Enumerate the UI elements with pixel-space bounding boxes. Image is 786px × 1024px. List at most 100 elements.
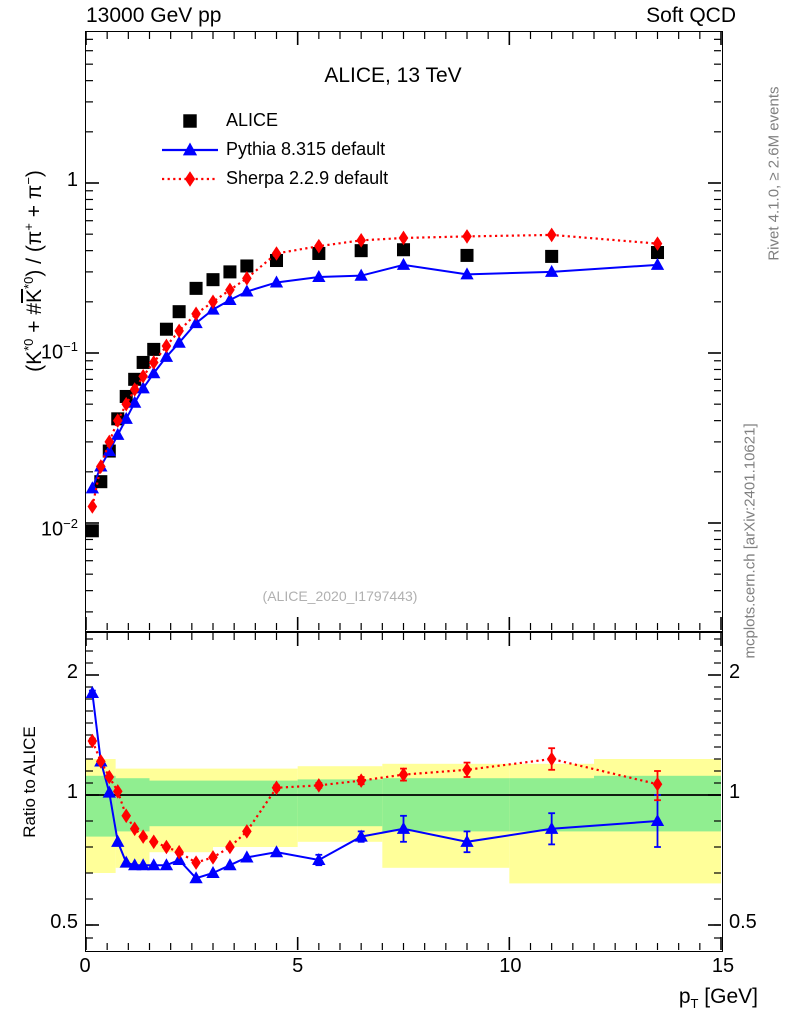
- triangle-marker: [650, 257, 665, 270]
- diamond-marker: [129, 382, 140, 397]
- series-line: [91, 233, 658, 507]
- triangle-marker: [119, 411, 133, 424]
- diamond-marker: [271, 780, 282, 796]
- diamond-marker: [225, 839, 235, 855]
- square-marker: [460, 248, 474, 262]
- square-marker: [240, 259, 254, 273]
- square-marker: [159, 322, 173, 336]
- diamond-marker: [96, 754, 106, 769]
- triangle-marker: [85, 481, 99, 494]
- diamond-marker: [242, 824, 252, 839]
- x-tick-label-0: 0: [79, 955, 91, 977]
- xlabel-pt: p: [678, 985, 691, 1008]
- ratio-series-2: [87, 733, 663, 870]
- ratio-series-1: [85, 686, 665, 884]
- rivet-version-label: Rivet 4.1.0, ≥ 2.6M events: [765, 86, 783, 261]
- diamond-marker: [121, 808, 132, 824]
- band-inner: [213, 780, 298, 827]
- triangle-marker: [460, 267, 474, 280]
- triangle-marker: [159, 349, 174, 362]
- ratio-axis-ticks: [85, 633, 722, 950]
- main-series-0: [85, 243, 665, 538]
- diamond-marker: [138, 829, 148, 844]
- triangle-marker: [172, 335, 186, 348]
- ratio-y-tick-label-right-0: 2: [729, 661, 741, 683]
- diamond-marker: [652, 776, 663, 792]
- triangle-marker: [102, 444, 116, 457]
- header-analysis-label: Soft QCD: [646, 4, 736, 27]
- triangle-marker: [136, 381, 150, 394]
- series-line: [91, 263, 658, 489]
- square-marker: [172, 305, 186, 319]
- main-y-tick-label-2: 10−2: [40, 516, 78, 541]
- diamond-marker: [398, 767, 409, 782]
- diamond-marker: [87, 499, 98, 514]
- band-inner: [382, 778, 510, 832]
- triangle-marker: [354, 829, 368, 842]
- header-beam-label: 13000 GeV pp: [86, 4, 222, 27]
- triangle-marker: [206, 866, 220, 879]
- diamond-marker: [314, 778, 324, 793]
- triangle-marker: [354, 268, 368, 281]
- x-tick-label-1: 5: [292, 955, 304, 977]
- legend-marker-diamond: [162, 171, 218, 187]
- square-marker: [312, 246, 326, 260]
- diamond-marker: [314, 238, 324, 254]
- diamond-marker: [174, 844, 184, 860]
- diamond-marker: [174, 323, 184, 339]
- triangle-marker: [147, 858, 161, 871]
- triangle-marker: [159, 858, 174, 871]
- diamond-marker: [191, 855, 201, 870]
- triangle-marker: [182, 142, 198, 156]
- triangle-marker: [240, 284, 254, 297]
- triangle-marker: [119, 855, 133, 868]
- plot-title: ALICE, 13 TeV: [324, 64, 462, 87]
- triangle-marker: [240, 850, 254, 863]
- mcplots-reference-label: mcplots.cern.ch [arXiv:2401.10621]: [741, 423, 759, 659]
- diamond-marker: [652, 236, 663, 251]
- diamond-marker: [242, 271, 252, 286]
- diamond-marker: [184, 171, 196, 187]
- legend-label-1: Pythia 8.315 default: [226, 139, 386, 159]
- diamond-marker: [148, 355, 159, 370]
- diamond-marker: [208, 850, 218, 865]
- square-marker: [147, 342, 161, 356]
- diamond-marker: [462, 762, 472, 778]
- ratio-y-tick-label-right-1: 1: [729, 781, 741, 803]
- diamond-marker: [148, 834, 159, 850]
- square-marker: [183, 114, 197, 128]
- xlabel-unit: [GeV]: [698, 985, 758, 1008]
- main-plot-panel: [85, 31, 723, 632]
- square-marker: [136, 355, 150, 369]
- diamond-marker: [546, 227, 557, 243]
- triangle-marker: [460, 834, 474, 847]
- diamond-marker: [398, 230, 409, 246]
- square-marker: [189, 281, 203, 295]
- triangle-marker: [223, 858, 237, 871]
- x-tick-label-2: 10: [499, 955, 522, 977]
- square-marker: [650, 246, 665, 260]
- triangle-marker: [111, 834, 125, 847]
- ylabel-sup-3: +: [21, 223, 36, 231]
- ylabel-denominator: ) / (π: [23, 230, 46, 277]
- triangle-marker: [269, 845, 284, 858]
- diamond-marker: [191, 306, 201, 322]
- square-marker: [545, 249, 559, 263]
- main-axis-ticks: [85, 32, 722, 630]
- triangle-marker: [189, 316, 203, 329]
- legend-label-2: Sherpa 2.2.9 default: [226, 168, 389, 188]
- diamond-marker: [356, 233, 366, 248]
- triangle-marker: [128, 395, 142, 408]
- ratio-plot-svg: [85, 633, 722, 950]
- diamond-marker: [129, 821, 140, 837]
- triangle-marker: [189, 871, 203, 884]
- ratio-y-tick-label-left-0: 2: [66, 661, 78, 683]
- band-inner: [297, 779, 383, 827]
- triangle-marker: [545, 821, 559, 834]
- ratio-plot-panel: [85, 632, 723, 952]
- diamond-marker: [462, 229, 472, 244]
- main-series-1: [85, 257, 665, 494]
- ratio-y-tick-label-left-1: 1: [66, 781, 78, 803]
- legend-label-0: ALICE: [226, 110, 279, 130]
